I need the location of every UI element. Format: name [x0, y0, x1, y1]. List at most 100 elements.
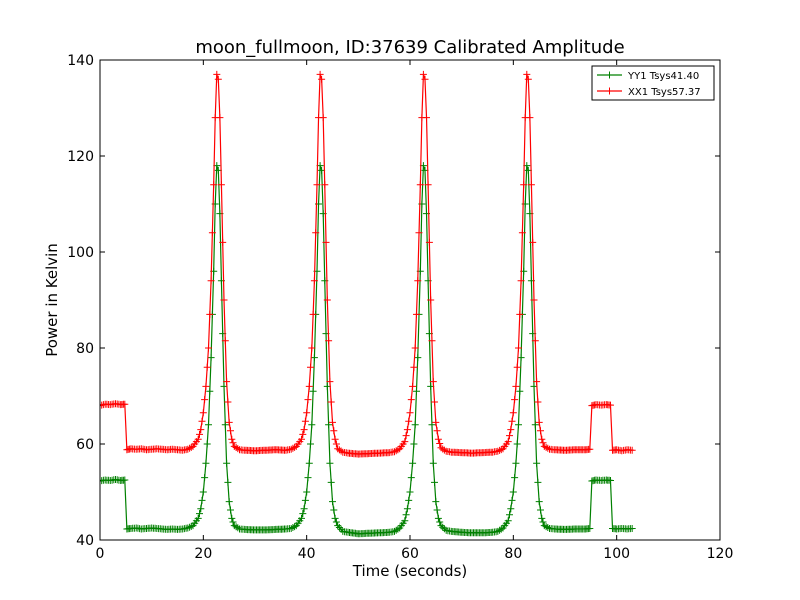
x-tick-label: 100 [603, 546, 630, 562]
data-point [312, 229, 320, 237]
y-tick-label: 80 [76, 341, 94, 357]
data-point [628, 524, 636, 532]
data-point [307, 440, 314, 448]
data-point [316, 70, 324, 78]
data-point [504, 438, 512, 446]
data-point [544, 524, 552, 531]
y-tick-label: 140 [67, 53, 94, 69]
data-point [329, 418, 336, 426]
data-point [436, 518, 444, 526]
data-point [206, 310, 214, 318]
data-point [207, 354, 215, 362]
data-point [202, 459, 210, 467]
data-point [323, 296, 331, 304]
legend-box [591, 65, 715, 101]
legend-marker-2 [606, 87, 613, 95]
legend-marker-1 [606, 71, 613, 79]
data-point [405, 496, 413, 504]
data-point [309, 310, 317, 318]
chart-title: moon_fullmoon, ID:37639 Calibrated Ampli… [195, 37, 624, 58]
data-point [538, 514, 546, 522]
data-point [313, 181, 321, 189]
plot-area [99, 59, 721, 541]
data-point [507, 426, 515, 434]
data-point [413, 387, 420, 395]
data-point [308, 344, 316, 352]
data-point [224, 398, 232, 406]
legend: YY1 Tsys41.40 XX1 Tsys57.37 [591, 65, 715, 101]
data-point [307, 363, 314, 371]
data-point [526, 114, 534, 122]
data-point [330, 427, 338, 435]
data-point [523, 70, 531, 78]
data-point [205, 344, 212, 352]
data-point [220, 296, 228, 304]
data-point [305, 382, 313, 390]
data-point [516, 310, 524, 318]
data-point [607, 401, 614, 409]
data-point [406, 488, 414, 496]
data-point [414, 354, 422, 362]
data-point [433, 506, 441, 514]
y-axis-label: Power in Kelvin [43, 243, 61, 357]
data-point [326, 378, 334, 386]
data-point [524, 75, 532, 83]
data-point [305, 459, 313, 467]
data-point [534, 478, 542, 486]
data-point [301, 417, 309, 425]
data-point [300, 505, 308, 513]
data-point [509, 488, 517, 496]
data-point [308, 421, 316, 429]
data-point [531, 421, 539, 429]
data-point [539, 518, 547, 526]
data-point [512, 382, 520, 390]
data-point [428, 337, 436, 345]
data-point [229, 518, 237, 526]
data-point [416, 181, 424, 189]
data-point [229, 439, 237, 447]
data-point [394, 446, 402, 454]
data-point [329, 498, 336, 506]
data-point [219, 238, 227, 246]
data-point [517, 277, 525, 285]
data-point [234, 524, 242, 532]
x-axis-label: Time (seconds) [352, 562, 468, 580]
data-point [199, 409, 207, 417]
data-point [208, 229, 216, 237]
data-point [497, 525, 505, 533]
data-point [413, 310, 420, 318]
x-tick-label: 40 [298, 546, 316, 562]
data-point [327, 398, 335, 406]
axis-ticks: 0 20 40 60 80 100 120 40 60 80 100 120 140 [67, 53, 733, 562]
data-point [198, 496, 206, 504]
data-point [607, 477, 614, 484]
data-point [534, 398, 542, 406]
data-point [225, 418, 233, 426]
data-point [405, 417, 413, 425]
data-point [402, 511, 410, 519]
data-point [407, 396, 415, 404]
data-point [529, 238, 537, 246]
data-point [322, 238, 330, 246]
data-point [518, 229, 526, 237]
data-point [194, 435, 202, 443]
data-point [332, 440, 340, 448]
data-point [414, 277, 422, 285]
data-point [516, 387, 524, 395]
data-point [303, 488, 311, 496]
data-point [216, 114, 224, 122]
data-point [432, 498, 440, 506]
data-point [310, 354, 318, 362]
data-point [325, 337, 333, 345]
data-point [533, 378, 541, 386]
data-point [531, 337, 539, 345]
data-point [511, 396, 519, 404]
data-point [228, 435, 236, 443]
data-point [326, 459, 334, 467]
data-point [187, 522, 195, 530]
data-point [497, 446, 505, 454]
data-point [198, 417, 206, 425]
data-point [291, 443, 299, 451]
data-point [228, 514, 236, 522]
data-point [337, 447, 345, 455]
